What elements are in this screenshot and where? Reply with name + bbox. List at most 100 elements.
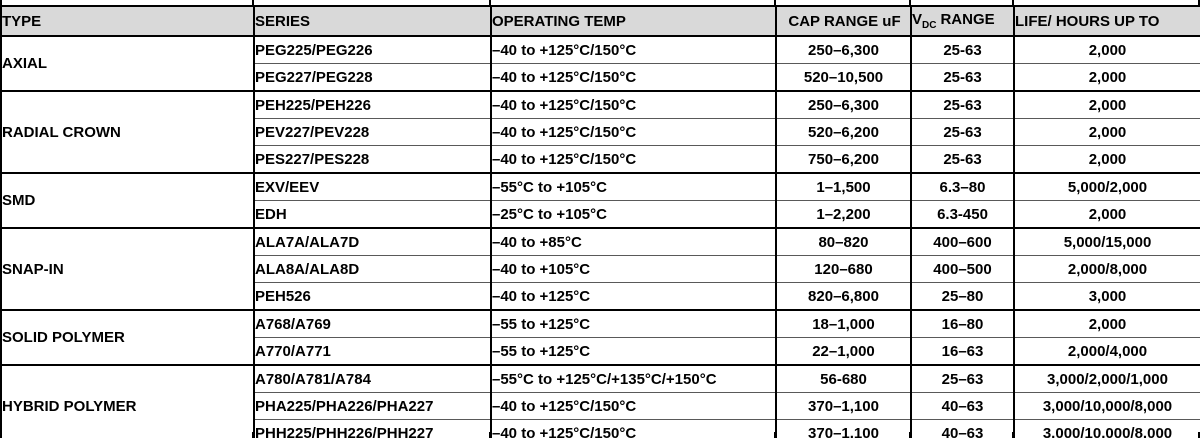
cap-range-cell: 370–1,100	[775, 392, 911, 420]
column-gridline	[909, 0, 911, 5]
cap-range-cell: 1–2,200	[775, 200, 911, 228]
vdc-range-cell: 40–63	[910, 392, 1014, 420]
life-cell: 3,000/2,000/1,000	[1013, 364, 1200, 393]
table-row: PHA225/PHA226/PHA227 –40 to +125°C/150°C…	[1, 392, 1200, 420]
life-cell: 2,000/4,000	[1013, 337, 1200, 365]
type-cell: SOLID POLYMER	[1, 309, 254, 365]
life-cell: 2,000	[1013, 90, 1200, 119]
cap-range-cell: 120–680	[775, 255, 911, 283]
temp-cell: –40 to +85°C	[490, 227, 776, 256]
column-gridline	[1012, 0, 1014, 5]
table-row: PEV227/PEV228 –40 to +125°C/150°C 520–6,…	[1, 118, 1200, 146]
temp-cell: –40 to +125°C/150°C	[490, 35, 776, 64]
cap-range-cell: 1–1,500	[775, 172, 911, 201]
life-cell: 2,000	[1013, 63, 1200, 91]
cap-range-cell: 820–6,800	[775, 282, 911, 310]
cap-range-cell: 250–6,300	[775, 90, 911, 119]
table-row: AXIAL PEG225/PEG226 –40 to +125°C/150°C …	[1, 35, 1200, 91]
cap-range-cell: 22–1,000	[775, 337, 911, 365]
life-cell: 5,000/2,000	[1013, 172, 1200, 201]
temp-cell: –55 to +125°C	[490, 337, 776, 365]
life-cell: 2,000	[1013, 309, 1200, 338]
cap-range-cell: 80–820	[775, 227, 911, 256]
column-gridline	[252, 0, 254, 5]
vdc-range-cell: 25-63	[910, 63, 1014, 91]
series-cell: PEH225/PEH226	[253, 90, 491, 119]
temp-cell: –55°C to +105°C	[490, 172, 776, 201]
vdc-range-cell: 16–63	[910, 337, 1014, 365]
capacitor-spec-table: TYPE SERIES OPERATING TEMP CAP RANGE uF …	[0, 5, 1200, 438]
series-cell: ALA7A/ALA7D	[253, 227, 491, 256]
temp-cell: –40 to +125°C/150°C	[490, 392, 776, 420]
vdc-range-cell: 25–63	[910, 364, 1014, 393]
series-cell: EXV/EEV	[253, 172, 491, 201]
series-cell: PHA225/PHA226/PHA227	[253, 392, 491, 420]
vdc-range-cell: 25-63	[910, 118, 1014, 146]
type-cell: SNAP-IN	[1, 227, 254, 310]
temp-cell: –40 to +125°C/150°C	[490, 145, 776, 173]
temp-cell: –40 to +125°C/150°C	[490, 419, 776, 438]
table-row: PEH526 –40 to +125°C 820–6,800 25–80 3,0…	[1, 282, 1200, 310]
cap-range-cell: 18–1,000	[775, 309, 911, 338]
life-cell: 2,000	[1013, 200, 1200, 228]
table-row: SMD EXV/EEV –55°C to +105°C 1–1,500 6.3–…	[1, 172, 1200, 228]
life-cell: 2,000/8,000	[1013, 255, 1200, 283]
col-header-type: TYPE	[1, 6, 254, 37]
table-row: ALA8A/ALA8D –40 to +105°C 120–680 400–50…	[1, 255, 1200, 283]
column-gridline	[1198, 0, 1200, 5]
cap-range-cell: 56-680	[775, 364, 911, 393]
temp-cell: –55 to +125°C	[490, 309, 776, 338]
life-cell: 2,000	[1013, 35, 1200, 64]
type-cell: HYBRID POLYMER	[1, 364, 254, 438]
series-cell: PEG227/PEG228	[253, 63, 491, 91]
life-cell: 3,000/10,000/8,000	[1013, 419, 1200, 438]
temp-cell: –40 to +105°C	[490, 255, 776, 283]
vdc-range-cell: 25–80	[910, 282, 1014, 310]
cap-range-cell: 520–10,500	[775, 63, 911, 91]
life-cell: 3,000/10,000/8,000	[1013, 392, 1200, 420]
column-gridline	[774, 432, 776, 438]
series-cell: PEV227/PEV228	[253, 118, 491, 146]
column-gridline	[252, 432, 254, 438]
table-row: SNAP-IN ALA7A/ALA7D –40 to +85°C 80–820 …	[1, 227, 1200, 310]
column-gridline	[909, 432, 911, 438]
life-cell: 2,000	[1013, 118, 1200, 146]
series-cell: A768/A769	[253, 309, 491, 338]
vdc-range-cell: 16–80	[910, 309, 1014, 338]
temp-cell: –25°C to +105°C	[490, 200, 776, 228]
col-header-operating-temp: OPERATING TEMP	[490, 6, 776, 37]
col-header-cap-range: CAP RANGE uF	[775, 6, 911, 37]
series-cell: EDH	[253, 200, 491, 228]
series-cell: ALA8A/ALA8D	[253, 255, 491, 283]
table-row: PES227/PES228 –40 to +125°C/150°C 750–6,…	[1, 145, 1200, 173]
vdc-range-cell: 400–600	[910, 227, 1014, 256]
cap-range-cell: 250–6,300	[775, 35, 911, 64]
series-cell: A770/A771	[253, 337, 491, 365]
table-row: A770/A771 –55 to +125°C 22–1,000 16–63 2…	[1, 337, 1200, 365]
col-header-life-hours: LIFE/ HOURS UP TO	[1013, 6, 1200, 37]
series-cell: PEH526	[253, 282, 491, 310]
temp-cell: –40 to +125°C	[490, 282, 776, 310]
vdc-range-cell: 25-63	[910, 145, 1014, 173]
temp-cell: –40 to +125°C/150°C	[490, 63, 776, 91]
vdc-range-cell: 6.3-450	[910, 200, 1014, 228]
type-cell: AXIAL	[1, 35, 254, 91]
col-header-series: SERIES	[253, 6, 491, 37]
vdc-range-cell: 25-63	[910, 90, 1014, 119]
life-cell: 5,000/15,000	[1013, 227, 1200, 256]
column-gridline	[0, 0, 2, 5]
col-header-vdc-range: VDC RANGE	[910, 6, 1014, 37]
table-row: PHH225/PHH226/PHH227 –40 to +125°C/150°C…	[1, 419, 1200, 438]
table-row: SOLID POLYMER A768/A769 –55 to +125°C 18…	[1, 309, 1200, 365]
column-gridline	[1012, 432, 1014, 438]
column-gridline	[774, 0, 776, 5]
column-gridline	[0, 432, 2, 438]
type-cell: RADIAL CROWN	[1, 90, 254, 173]
cap-range-cell: 750–6,200	[775, 145, 911, 173]
table-row: RADIAL CROWN PEH225/PEH226 –40 to +125°C…	[1, 90, 1200, 173]
table-row: EDH –25°C to +105°C 1–2,200 6.3-450 2,00…	[1, 200, 1200, 228]
series-cell: PEG225/PEG226	[253, 35, 491, 64]
temp-cell: –40 to +125°C/150°C	[490, 118, 776, 146]
vdc-range-cell: 6.3–80	[910, 172, 1014, 201]
